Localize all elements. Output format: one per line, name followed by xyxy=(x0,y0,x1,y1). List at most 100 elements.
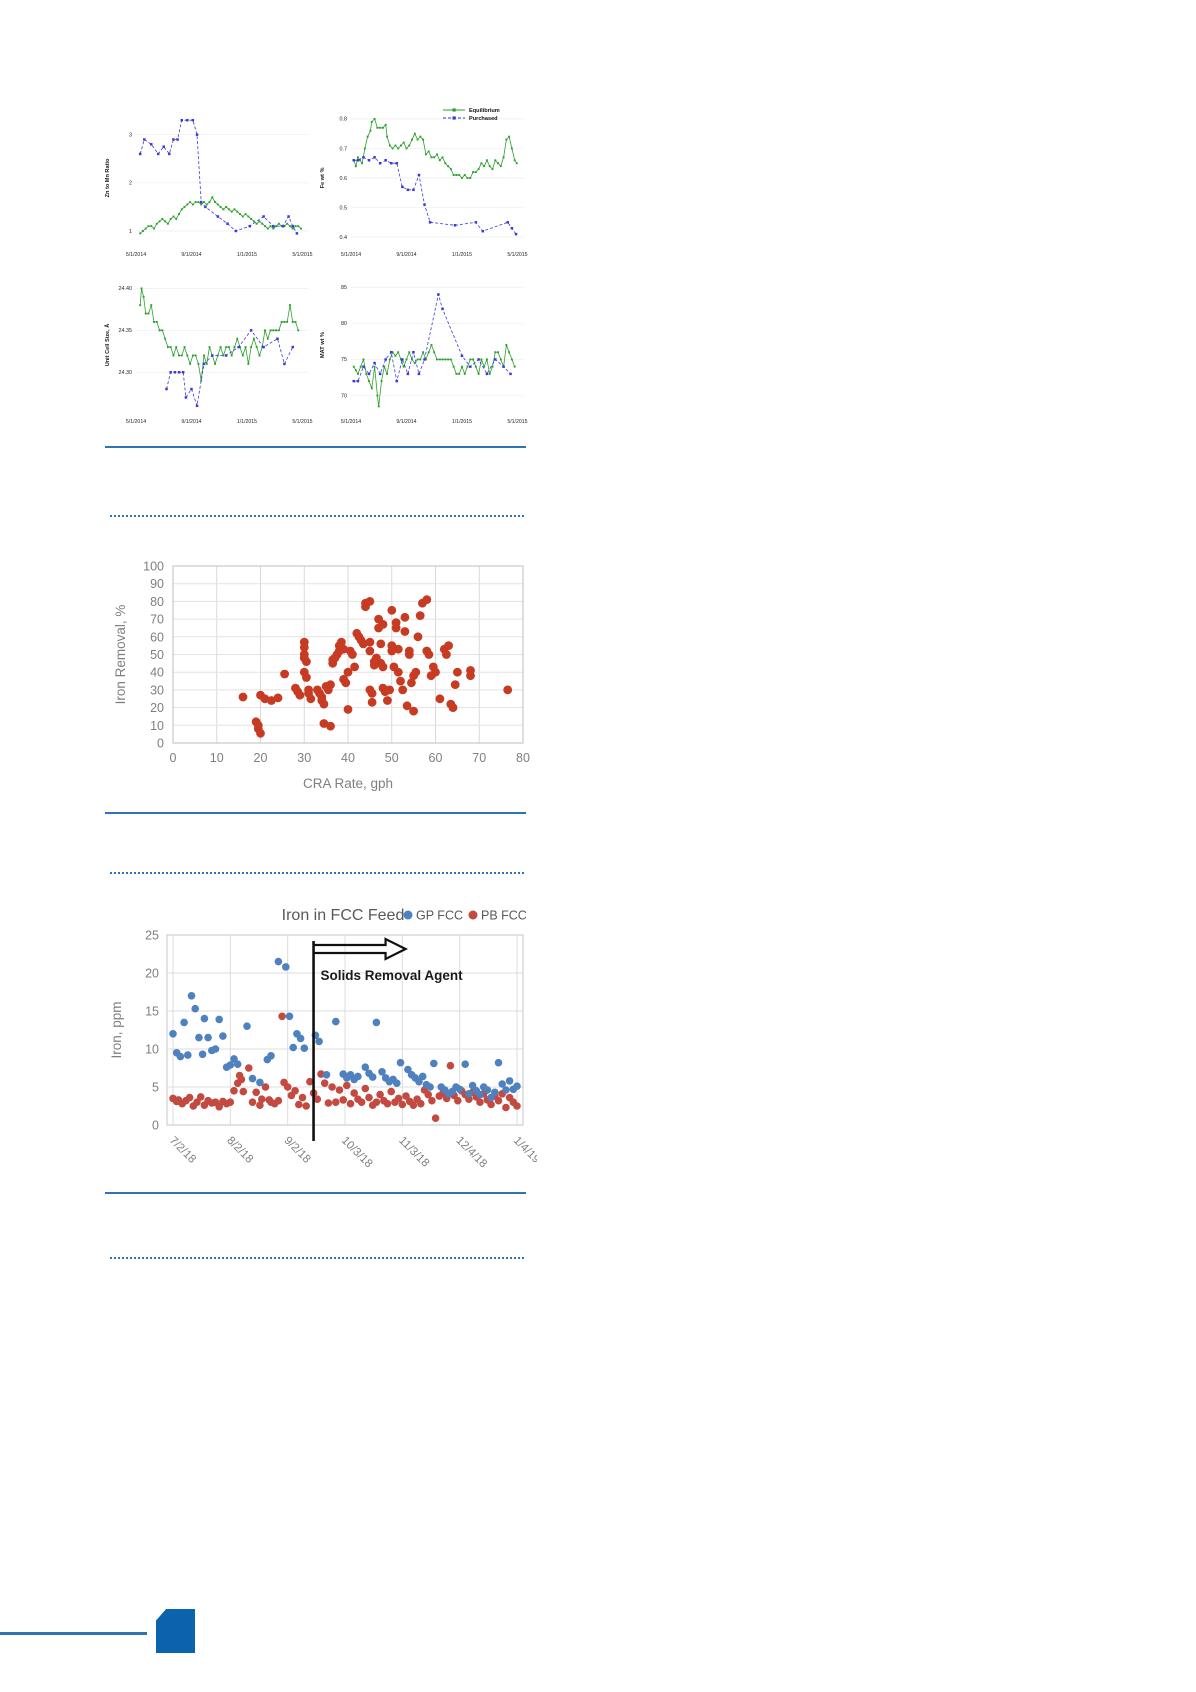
figure-ecat-property-trends: 1 2 3 5/1/2014 9/1/2014 1/1/2015 5/1/2015 Zn to… xyxy=(100,103,530,437)
svg-text:9/1/2014: 9/1/2014 xyxy=(396,252,416,258)
svg-text:85: 85 xyxy=(341,285,347,291)
svg-text:70: 70 xyxy=(150,613,164,627)
svg-text:1/4/19: 1/4/19 xyxy=(511,1135,537,1166)
svg-text:1: 1 xyxy=(129,229,132,235)
svg-text:1/1/2015: 1/1/2015 xyxy=(237,252,257,258)
svg-text:5: 5 xyxy=(152,1081,159,1095)
scatter-points-gp-fcc xyxy=(169,957,521,1102)
svg-text:80: 80 xyxy=(341,321,347,327)
svg-text:90: 90 xyxy=(150,577,164,591)
svg-text:5/1/2015: 5/1/2015 xyxy=(292,419,312,425)
chart-title: Iron in FCC Feed xyxy=(282,907,405,924)
svg-text:Zn to Mn Ratio: Zn to Mn Ratio xyxy=(105,158,111,197)
svg-text:20: 20 xyxy=(254,751,268,765)
svg-text:1/1/2015: 1/1/2015 xyxy=(452,419,472,425)
scatter-points xyxy=(238,595,513,738)
svg-text:80: 80 xyxy=(150,595,164,609)
svg-text:Iron, ppm: Iron, ppm xyxy=(109,1001,124,1058)
subplot-unit-cell-size: 24.30 24.35 24.40 5/1/2014 9/1/2014 1/1/2015 5… xyxy=(104,286,313,425)
svg-text:Unit Cell Size, Å: Unit Cell Size, Å xyxy=(104,324,111,367)
svg-text:12/4/18: 12/4/18 xyxy=(454,1135,490,1171)
figure-iron-in-fcc-feed: Iron in FCC Feed GP FCC PB FCC 0 5 10 15 20 25 7/… xyxy=(105,893,542,1188)
purchased-series xyxy=(165,329,294,408)
svg-text:MAT wt %: MAT wt % xyxy=(320,332,326,358)
svg-text:25: 25 xyxy=(145,929,159,943)
svg-text:GP FCC: GP FCC xyxy=(416,909,463,923)
svg-text:CRA Rate, gph: CRA Rate, gph xyxy=(303,776,393,791)
svg-text:10/3/18: 10/3/18 xyxy=(339,1135,375,1171)
footer-rule xyxy=(0,1632,147,1635)
purchased-series xyxy=(352,293,512,383)
svg-text:0: 0 xyxy=(157,737,164,751)
svg-text:70: 70 xyxy=(341,393,347,399)
svg-text:80: 80 xyxy=(516,751,530,765)
dotted-divider-2 xyxy=(110,872,524,874)
purchased-series xyxy=(138,118,299,235)
svg-text:5/1/2015: 5/1/2015 xyxy=(292,252,312,258)
solids-removal-annotation: Solids Removal Agent xyxy=(312,937,464,1141)
equilibrium-series xyxy=(139,287,300,382)
svg-text:0.7: 0.7 xyxy=(340,146,348,152)
svg-text:10: 10 xyxy=(145,1043,159,1057)
svg-text:0.4: 0.4 xyxy=(340,235,348,241)
subplot-fe-wt-pct: 0.4 0.5 0.6 0.7 0.8 5/1/2014 9/1/2014 1/1/2015 5… xyxy=(320,108,528,258)
svg-text:8/2/18: 8/2/18 xyxy=(224,1135,255,1166)
svg-text:9/1/2014: 9/1/2014 xyxy=(181,252,201,258)
dotted-divider-1 xyxy=(110,515,524,517)
svg-text:11/3/18: 11/3/18 xyxy=(396,1135,431,1170)
separator-line-3 xyxy=(105,1192,526,1194)
iron-removal-scatter-svg: 0 10 20 30 40 50 60 70 80 90 100 0 10 20 30 40 50 60 70 80 C… xyxy=(113,560,530,792)
svg-text:0: 0 xyxy=(152,1119,159,1133)
svg-text:70: 70 xyxy=(472,751,486,765)
svg-text:40: 40 xyxy=(150,666,164,680)
svg-text:Fe wt %: Fe wt % xyxy=(320,168,326,189)
svg-text:15: 15 xyxy=(145,1005,159,1019)
svg-text:1/1/2015: 1/1/2015 xyxy=(237,419,257,425)
svg-text:20: 20 xyxy=(150,701,164,715)
chart-legend: Equilibrium Purchased xyxy=(443,108,500,122)
svg-text:30: 30 xyxy=(150,683,164,697)
svg-text:5/1/2014: 5/1/2014 xyxy=(126,419,146,425)
svg-text:9/2/18: 9/2/18 xyxy=(282,1135,313,1166)
chart-legend: GP FCC PB FCC xyxy=(403,909,527,923)
subplot-zn-to-mn-ratio: 1 2 3 5/1/2014 9/1/2014 1/1/2015 5/1/2015 Zn to… xyxy=(105,118,313,258)
svg-text:5/1/2015: 5/1/2015 xyxy=(507,419,527,425)
svg-text:40: 40 xyxy=(341,751,355,765)
svg-text:10: 10 xyxy=(150,719,164,733)
svg-text:10: 10 xyxy=(210,751,224,765)
separator-line-1 xyxy=(105,446,526,448)
svg-text:0.8: 0.8 xyxy=(340,117,348,123)
equilibrium-series xyxy=(139,196,303,235)
svg-text:7/2/18: 7/2/18 xyxy=(167,1135,198,1166)
svg-text:24.35: 24.35 xyxy=(119,328,133,334)
svg-text:50: 50 xyxy=(150,648,164,662)
svg-text:50: 50 xyxy=(385,751,399,765)
svg-text:0.5: 0.5 xyxy=(340,205,348,211)
dotted-divider-3 xyxy=(110,1257,524,1259)
subplot-mat-wt-pct: 70 75 80 85 5/1/2014 9/1/2014 1/1/2015 5/1/2015… xyxy=(320,285,528,425)
svg-text:5/1/2014: 5/1/2014 xyxy=(126,252,146,258)
svg-text:Equilibrium: Equilibrium xyxy=(469,108,500,114)
svg-text:100: 100 xyxy=(143,560,164,574)
svg-text:9/1/2014: 9/1/2014 xyxy=(396,419,416,425)
svg-text:Iron Removal, %: Iron Removal, % xyxy=(113,605,128,705)
svg-text:1/1/2015: 1/1/2015 xyxy=(452,252,472,258)
equilibrium-series xyxy=(352,117,518,179)
iron-in-fcc-feed-svg: Iron in FCC Feed GP FCC PB FCC 0 5 10 15 20 25 7/… xyxy=(109,907,542,1171)
svg-text:24.30: 24.30 xyxy=(119,370,133,376)
svg-text:60: 60 xyxy=(150,630,164,644)
svg-text:75: 75 xyxy=(341,357,347,363)
right-arrow-icon xyxy=(313,937,409,961)
svg-text:5/1/2014: 5/1/2014 xyxy=(341,252,361,258)
svg-text:0: 0 xyxy=(170,751,177,765)
svg-text:60: 60 xyxy=(429,751,443,765)
svg-text:5/1/2014: 5/1/2014 xyxy=(341,419,361,425)
svg-text:30: 30 xyxy=(297,751,311,765)
svg-text:0.6: 0.6 xyxy=(340,176,348,182)
svg-text:24.40: 24.40 xyxy=(119,286,133,292)
figure-iron-removal-vs-cra-rate: 0 10 20 30 40 50 60 70 80 90 100 0 10 20 30 40 50 60 70 80 C… xyxy=(105,520,535,802)
svg-text:20: 20 xyxy=(145,967,159,981)
svg-text:PB FCC: PB FCC xyxy=(481,909,527,923)
svg-text:Solids Removal Agent: Solids Removal Agent xyxy=(321,968,464,983)
